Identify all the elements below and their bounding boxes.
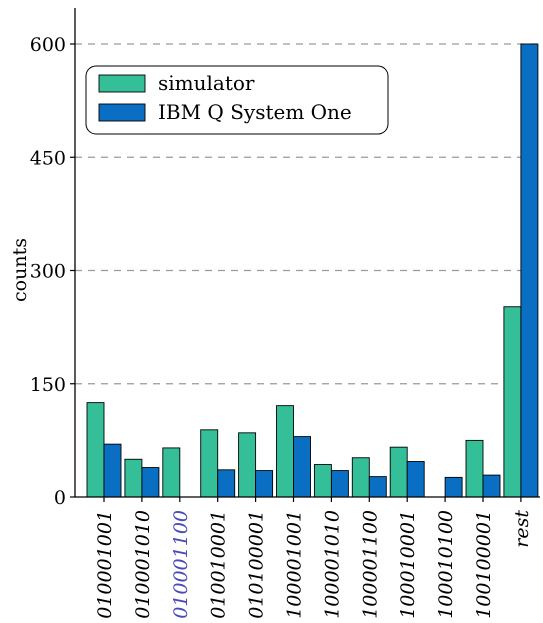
y-tick-label: 150 [30, 374, 66, 396]
x-tick-label: 010001010 [132, 510, 154, 619]
y-axis-label: counts [9, 238, 31, 302]
bar-simulator-010010001 [200, 429, 219, 498]
bar-ibm-100001010 [330, 470, 349, 498]
bar-ibm-100001001 [293, 436, 311, 498]
bar-simulator-010001001 [86, 402, 105, 498]
legend-box [85, 65, 389, 135]
legend-label: IBM Q System One [158, 100, 352, 124]
x-tick-label: 100001010 [321, 510, 343, 619]
bar-ibm-100001100 [368, 476, 387, 498]
bar-simulator-100100001 [465, 439, 484, 498]
bar-simulator-rest [503, 306, 522, 498]
x-tick-label: 100100001 [473, 510, 495, 619]
bar-ibm-010001001 [103, 443, 122, 498]
y-tick-label: 0 [54, 487, 66, 509]
y-axis-ticks: 0 150 300 450 600 [30, 34, 75, 509]
legend-label: simulator [158, 71, 255, 95]
bar-simulator-010100001 [238, 432, 257, 498]
x-tick-label: 010001001 [94, 510, 116, 619]
x-tick-label: 100001001 [284, 510, 306, 619]
bar-simulator-010001100 [162, 447, 181, 498]
bar-ibm-rest [520, 43, 539, 498]
x-tick-label: 100010100 [435, 510, 457, 619]
x-tick-label: 010100001 [246, 510, 268, 619]
y-tick-label: 600 [30, 34, 66, 56]
bar-ibm-010100001 [255, 470, 274, 498]
x-tick-label: rest [511, 510, 533, 548]
bar-ibm-010010001 [217, 469, 236, 498]
bar-simulator-010001010 [124, 458, 143, 498]
x-tick-label: 100010001 [397, 510, 419, 619]
bar-ibm-100010001 [406, 461, 425, 498]
bar-ibm-100100001 [482, 474, 501, 498]
axes [74, 8, 540, 498]
legend-swatch [98, 103, 146, 122]
x-tick-label: 100001100 [359, 510, 381, 619]
legend: simulator IBM Q System One [85, 65, 389, 135]
bar-simulator-100001001 [276, 405, 294, 498]
bar-simulator-100010001 [389, 446, 408, 498]
bar-ibm-010001010 [141, 467, 160, 498]
x-axis-ticks: 010001001 010001010 010001100 010010001 0101… [94, 497, 533, 619]
legend-swatch [98, 74, 146, 93]
bar-ibm-100010100 [444, 476, 463, 498]
bar-simulator-100001010 [313, 464, 332, 498]
bar-simulator-100001100 [351, 457, 370, 498]
y-tick-label: 450 [30, 147, 66, 169]
x-tick-label: 010010001 [208, 510, 230, 619]
x-tick-label: 010001100 [170, 510, 192, 619]
bars [86, 43, 539, 498]
y-tick-label: 300 [30, 261, 66, 283]
